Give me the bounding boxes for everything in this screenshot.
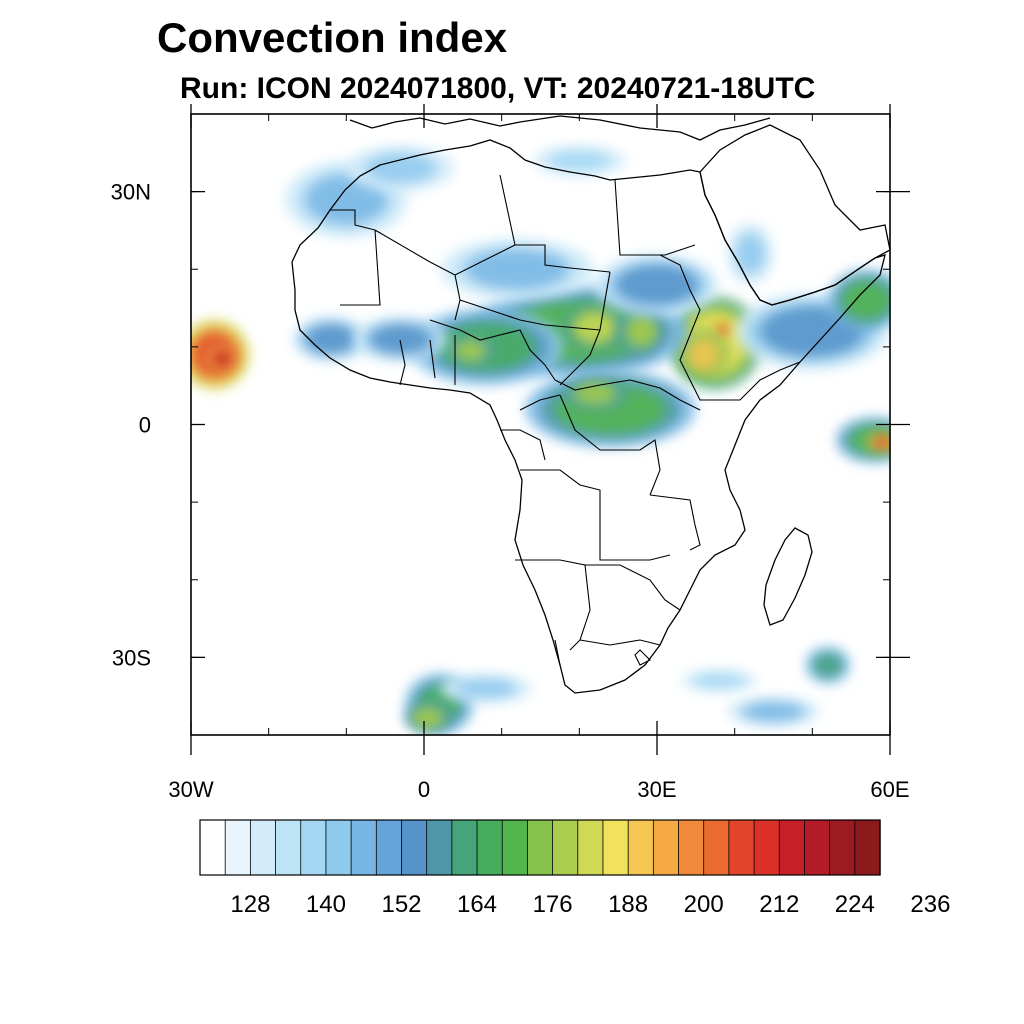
lon-tick-label: 0 — [418, 777, 430, 802]
colorbar-label: 200 — [684, 891, 724, 918]
colorbar-label: 236 — [910, 891, 950, 918]
convection-cell — [594, 253, 720, 316]
lon-tick-label: 60E — [870, 777, 909, 802]
madagascar-coastline — [763, 527, 813, 626]
colorbar-swatch — [678, 819, 705, 876]
colorbar-swatch — [703, 819, 730, 876]
lat-tick-label: 30N — [111, 180, 151, 205]
colorbar-swatch — [552, 819, 579, 876]
convection-field — [191, 145, 890, 735]
colorbar-swatch — [527, 819, 554, 876]
colorbar-swatch — [426, 819, 453, 876]
colorbar-frame — [199, 819, 881, 876]
convection-cell — [804, 645, 852, 685]
colorbar-swatch — [300, 819, 327, 876]
colorbar-swatch — [451, 819, 478, 876]
colorbar-swatch — [350, 819, 377, 876]
convection-cell — [439, 238, 595, 301]
colorbar-swatch — [627, 819, 655, 876]
chart-subtitle: Run: ICON 2024071800, VT: 20240721-18UTC — [180, 72, 816, 105]
convection-cell — [532, 145, 626, 177]
colorbar-swatch — [602, 819, 629, 876]
colorbar-swatch — [476, 819, 503, 876]
colorbar-label: 152 — [381, 891, 421, 918]
colorbar-label: 188 — [608, 891, 648, 918]
colorbar-swatch — [577, 819, 604, 876]
lon-tick-label: 30W — [168, 777, 213, 802]
convection-cell — [726, 222, 774, 285]
convection-cell — [680, 331, 727, 378]
colorbar-swatch — [375, 819, 403, 876]
colorbar-swatch — [401, 819, 428, 876]
convection-cell — [354, 315, 448, 363]
lat-tick-label: 0 — [139, 413, 151, 438]
country-borders — [330, 174, 801, 666]
convection-cell — [439, 672, 533, 704]
colorbar-swatch — [854, 819, 881, 876]
colorbar-swatch — [753, 819, 780, 876]
colorbar-label: 176 — [533, 891, 573, 918]
lon-tick-label: 30E — [637, 777, 676, 802]
colorbar-swatch — [778, 819, 806, 876]
lat-tick-label: 30S — [112, 645, 151, 670]
convection-cell — [866, 432, 890, 453]
colorbar-swatch — [501, 819, 529, 876]
colorbar-label: 128 — [230, 891, 270, 918]
colorbar-swatch — [728, 819, 755, 876]
convection-cell — [563, 304, 627, 351]
colorbar-swatch — [275, 819, 302, 876]
colorbar-label: 212 — [759, 891, 799, 918]
convection-cell — [827, 269, 890, 332]
convection-cell — [404, 702, 452, 734]
convection-cell — [346, 145, 456, 192]
convection-cell — [205, 344, 240, 373]
colorbar-swatch — [804, 819, 831, 876]
colorbar-label: 140 — [306, 891, 346, 918]
map-axes: 30N 0 30S 30W 0 30E 60E — [111, 104, 910, 802]
colorbar-swatch — [224, 819, 252, 876]
colorbar: 128 140 152 164 176 188 200 212 224 236 — [199, 819, 950, 918]
colorbar-label: 164 — [457, 891, 497, 918]
colorbar-swatch — [829, 819, 856, 876]
convection-cell — [726, 696, 821, 728]
colorbar-swatch — [249, 819, 277, 876]
convection-cell — [680, 669, 758, 693]
coastlines — [291, 115, 890, 694]
europe-coastline — [349, 115, 771, 141]
convection-cell — [713, 322, 733, 338]
convection-cell — [618, 308, 665, 355]
africa-coastline — [291, 139, 886, 694]
colorbar-swatch — [199, 819, 226, 876]
colorbar-swatch — [652, 819, 680, 876]
colorbar-label: 224 — [835, 891, 875, 918]
chart-title: Convection index — [157, 14, 508, 61]
arabia-coastline — [699, 124, 890, 306]
convection-cell — [447, 335, 494, 367]
colorbar-swatch — [325, 819, 352, 876]
